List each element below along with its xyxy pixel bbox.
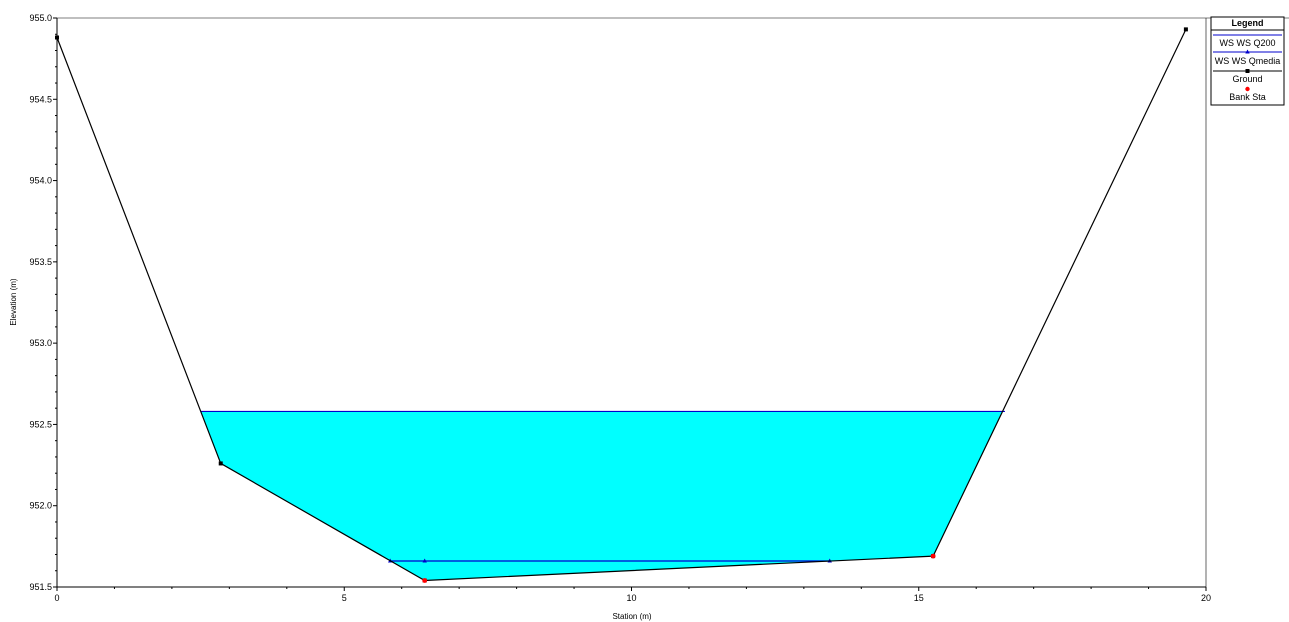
- y-tick-label: 952.0: [29, 501, 52, 511]
- legend-label-ws-qmedia: WS WS Qmedia: [1215, 56, 1281, 66]
- y-axis-title: Elevation (m): [9, 278, 18, 325]
- legend-marker-ws-qmedia: [1245, 49, 1250, 54]
- x-tick-label: 5: [342, 593, 347, 603]
- legend-marker-bank-sta: [1245, 86, 1250, 92]
- legend-label-ws-q200: WS WS Q200: [1219, 38, 1275, 48]
- legend-title: Legend: [1231, 18, 1263, 28]
- x-axis-title: Station (m): [612, 612, 651, 621]
- legend: Legend WS WS Q200 WS WS Qmedia Ground Bank …: [1210, 16, 1285, 106]
- bank-station-marker: [930, 553, 936, 559]
- y-tick-label: 952.5: [29, 419, 52, 429]
- ground-point: [1183, 27, 1188, 32]
- water-surface-marker: [422, 558, 427, 563]
- y-tick-label: 953.0: [29, 338, 52, 348]
- legend-label-ground: Ground: [1232, 74, 1262, 84]
- x-tick-label: 10: [626, 593, 636, 603]
- y-tick-label: 953.5: [29, 257, 52, 267]
- x-tick-label: 0: [54, 593, 59, 603]
- x-tick-label: 15: [914, 593, 924, 603]
- axes: 0 5 10 15 20 951.5 952.0 952.5 953.0 953.5 954.0 95…: [29, 13, 1289, 603]
- x-tick-label: 20: [1201, 593, 1211, 603]
- ground-point: [218, 461, 223, 466]
- y-tick-label: 955.0: [29, 13, 52, 23]
- bank-station-marker: [422, 578, 428, 583]
- legend-label-bank-sta: Bank Sta: [1229, 92, 1266, 102]
- plot-area: [55, 27, 1188, 583]
- legend-marker-ground: [1245, 69, 1250, 73]
- y-tick-label: 954.0: [29, 176, 52, 186]
- water-fill-area: [200, 411, 1003, 581]
- y-tick-label: 954.5: [29, 94, 52, 104]
- y-tick-label: 951.5: [29, 582, 52, 592]
